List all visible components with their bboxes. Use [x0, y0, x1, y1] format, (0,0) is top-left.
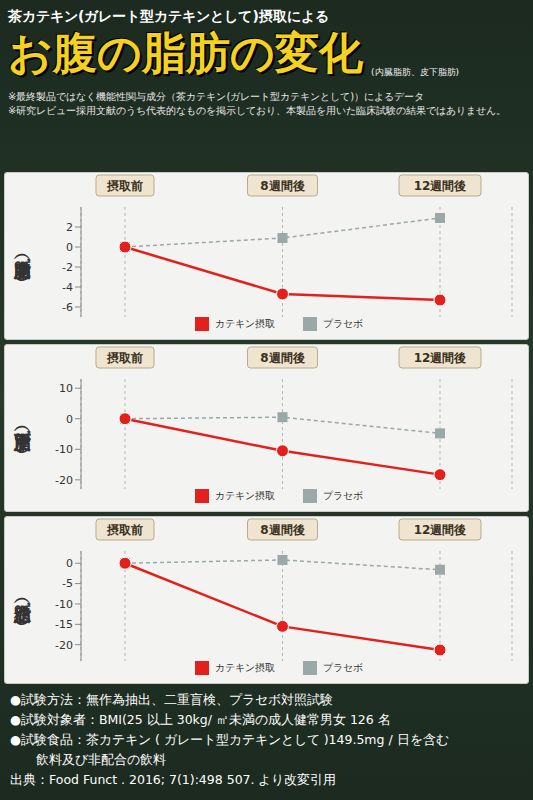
svg-text:摂取前: 摂取前 [106, 351, 143, 365]
svg-text:2: 2 [66, 221, 73, 234]
html-text:●試験食品：茶カテキン ( ガレート型カテキンとして )14: ●試験食品：茶カテキン ( ガレート型カテキンとして )149.5mg / 日を… [10, 732, 449, 747]
svg-text:-10: -10 [55, 443, 73, 456]
svg-text:8週間後: 8週間後 [260, 179, 304, 193]
svg-text:-2: -2 [62, 261, 73, 274]
html-text:※研究レビュー採用文献のうち代表的なものを掲示しており、本製: ※研究レビュー採用文献のうち代表的なものを掲示しており、本製品を用いた臨床試験の… [8, 105, 507, 116]
html-text:出典：Food Funct . 2016; 7(1):498: 出典：Food Funct . 2016; 7(1):498 507. より改変… [10, 772, 337, 787]
html-text:茶カテキン(ガレート型カテキンとして)摂取による: 茶カテキン(ガレート型カテキンとして)摂取による [8, 8, 329, 24]
html-text:※最終製品ではなく機能性関与成分（茶カテキン(ガレート型カテ: ※最終製品ではなく機能性関与成分（茶カテキン(ガレート型カテキンとして)）による… [8, 91, 425, 102]
svg-text:0: 0 [66, 413, 73, 426]
svg-text:-6: -6 [62, 301, 73, 314]
svg-text:摂取前: 摂取前 [106, 523, 143, 537]
svg-text:12週間後: 12週間後 [414, 179, 467, 193]
html-text:プラセボ: プラセボ [322, 662, 363, 673]
svg-text:-4: -4 [62, 281, 73, 294]
svg-text:8週間後: 8週間後 [260, 351, 304, 365]
html-text:●試験対象者：BMI(25 以上 30kg/ ㎡未満の成人健: ●試験対象者：BMI(25 以上 30kg/ ㎡未満の成人健常男女 126 名 [10, 712, 391, 727]
html-text:プラセボ: プラセボ [322, 490, 363, 501]
svg-text:-5: -5 [62, 577, 73, 590]
html-text:お腹の脂肪の変化: お腹の脂肪の変化 [8, 27, 363, 78]
html-text:プラセボ: プラセボ [322, 318, 363, 329]
svg-text:-15: -15 [55, 618, 73, 631]
svg-text:摂取前: 摂取前 [106, 179, 143, 193]
svg-text:8週間後: 8週間後 [260, 523, 304, 537]
html-text:総脂肪（㎠）: 総脂肪（㎠） [13, 591, 33, 609]
svg-text:10: 10 [59, 382, 73, 395]
svg-text:-20: -20 [55, 474, 73, 487]
html-text:(内臓脂肪、皮下脂肪): (内臓脂肪、皮下脂肪) [371, 67, 459, 77]
svg-text:-10: -10 [55, 598, 73, 611]
html-text:内臓脂肪（㎠）: 内臓脂肪（㎠） [13, 247, 33, 265]
html-text:●試験方法：無作為抽出、二重盲検、プラセボ対照試験: ●試験方法：無作為抽出、二重盲検、プラセボ対照試験 [10, 692, 333, 707]
html-text:皮下脂肪（㎠）: 皮下脂肪（㎠） [13, 419, 33, 437]
html-text:カテキン摂取: カテキン摂取 [214, 662, 275, 673]
html-text:カテキン摂取: カテキン摂取 [214, 490, 275, 501]
svg-text:0: 0 [66, 557, 73, 570]
html-text:カテキン摂取: カテキン摂取 [214, 318, 275, 329]
svg-text:0: 0 [66, 241, 73, 254]
svg-text:12週間後: 12週間後 [414, 351, 467, 365]
svg-text:-20: -20 [55, 639, 73, 652]
html-text:飲料及び非配合の飲料: 飲料及び非配合の飲料 [36, 752, 166, 767]
svg-text:12週間後: 12週間後 [414, 523, 467, 537]
